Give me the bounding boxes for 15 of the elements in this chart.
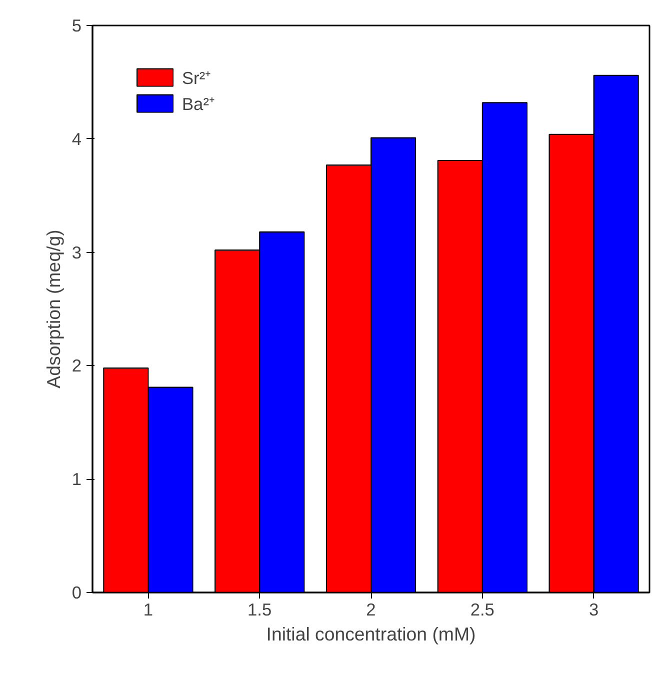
y-tick-label: 0 <box>72 582 82 602</box>
x-axis-title: Initial concentration (mM) <box>266 624 476 644</box>
x-tick-label: 2 <box>366 600 376 620</box>
x-tick-label: 1.5 <box>248 600 272 620</box>
y-tick-label: 5 <box>72 16 82 36</box>
y-tick-label: 1 <box>72 469 82 490</box>
legend-label: Ba²⁺ <box>182 93 215 115</box>
x-tick-label: 1 <box>143 600 154 620</box>
y-axis-title: Adsorption (meq/g) <box>42 230 64 388</box>
x-tick-label: 2.5 <box>470 600 494 620</box>
legend-label: Sr²⁺ <box>182 67 212 89</box>
y-tick-label: 3 <box>72 242 82 262</box>
y-tick-label: 2 <box>72 356 82 376</box>
y-tick-label: 4 <box>72 128 82 149</box>
x-tick-label: 3 <box>588 600 599 620</box>
